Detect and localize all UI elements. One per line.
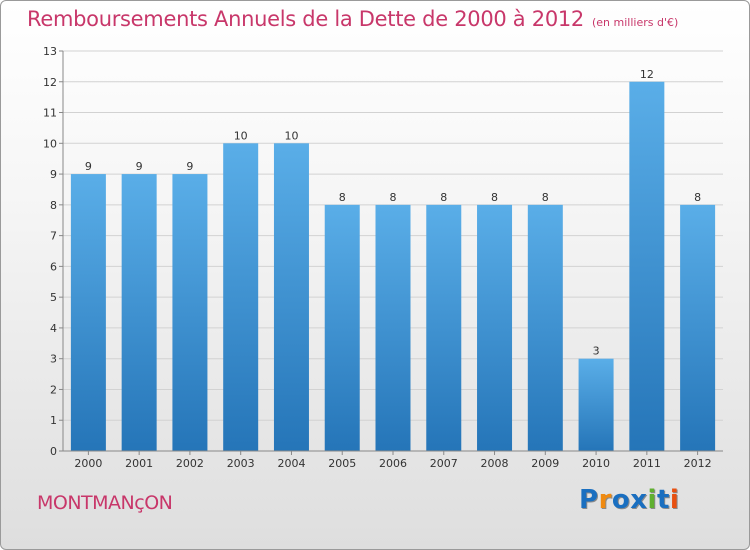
bar-2005 bbox=[324, 204, 360, 451]
y-tick-label: 7 bbox=[50, 230, 57, 243]
logo-letter: i bbox=[647, 485, 657, 515]
proxiti-logo: Proxiti bbox=[579, 485, 679, 515]
y-tick-label: 5 bbox=[50, 291, 57, 304]
logo-letter: o bbox=[611, 485, 631, 515]
data-label: 8 bbox=[491, 191, 498, 204]
x-tick-label: 2012 bbox=[684, 457, 712, 470]
logo-letter: t bbox=[656, 485, 670, 515]
chart-title: Remboursements Annuels de la Dette de 20… bbox=[27, 7, 678, 31]
x-tick-label: 2009 bbox=[531, 457, 559, 470]
data-label: 9 bbox=[186, 160, 193, 173]
logo-letter: P bbox=[579, 485, 599, 515]
x-tick-label: 2007 bbox=[430, 457, 458, 470]
y-tick-label: 9 bbox=[50, 168, 57, 181]
data-label: 8 bbox=[390, 191, 397, 204]
bar-2011 bbox=[629, 81, 665, 452]
x-tick-label: 2003 bbox=[227, 457, 255, 470]
data-label: 9 bbox=[85, 160, 92, 173]
bar-2000 bbox=[70, 174, 106, 452]
y-tick-label: 0 bbox=[50, 445, 57, 458]
y-tick-label: 8 bbox=[50, 199, 57, 212]
bar-2006 bbox=[375, 204, 411, 451]
data-label: 10 bbox=[284, 129, 298, 142]
bar-2002 bbox=[172, 174, 208, 452]
y-tick-label: 11 bbox=[43, 107, 57, 120]
bar-2008 bbox=[477, 204, 513, 451]
x-tick-label: 2000 bbox=[74, 457, 102, 470]
y-tick-label: 1 bbox=[50, 414, 57, 427]
data-label: 12 bbox=[640, 68, 654, 81]
data-label: 8 bbox=[440, 191, 447, 204]
y-tick-label: 6 bbox=[50, 260, 57, 273]
unit-label: (en milliers d'€) bbox=[592, 16, 679, 29]
bar-2004 bbox=[273, 143, 309, 452]
y-tick-label: 12 bbox=[43, 76, 57, 89]
bar-2003 bbox=[223, 143, 259, 452]
y-tick-label: 2 bbox=[50, 383, 57, 396]
bar-2001 bbox=[121, 174, 157, 452]
y-tick-label: 3 bbox=[50, 353, 57, 366]
x-tick-label: 2002 bbox=[176, 457, 204, 470]
x-tick-label: 2011 bbox=[633, 457, 661, 470]
x-tick-label: 2008 bbox=[481, 457, 509, 470]
data-label: 8 bbox=[339, 191, 346, 204]
data-label: 8 bbox=[694, 191, 701, 204]
bar-2009 bbox=[527, 204, 563, 451]
logo-letter: x bbox=[630, 485, 648, 515]
commune-name: MONTMANçON bbox=[37, 492, 173, 514]
bar-2012 bbox=[680, 204, 716, 451]
bar-2007 bbox=[426, 204, 462, 451]
x-tick-label: 2004 bbox=[277, 457, 305, 470]
x-tick-label: 2001 bbox=[125, 457, 153, 470]
data-label: 9 bbox=[136, 160, 143, 173]
x-tick-label: 2010 bbox=[582, 457, 610, 470]
x-tick-label: 2006 bbox=[379, 457, 407, 470]
y-tick-label: 10 bbox=[43, 137, 57, 150]
chart-title-text: Remboursements Annuels de la Dette de 20… bbox=[27, 7, 584, 31]
logo-letter: r bbox=[598, 485, 612, 515]
bars: 9 9 9 10 10 8 8 8 8 8 3 12 8 bbox=[70, 68, 716, 452]
data-label: 10 bbox=[234, 129, 248, 142]
logo-letter: i bbox=[669, 485, 680, 515]
data-label: 8 bbox=[542, 191, 549, 204]
x-tick-label: 2005 bbox=[328, 457, 356, 470]
bar-2010 bbox=[578, 358, 614, 451]
y-tick-label: 13 bbox=[43, 45, 57, 58]
y-tick-label: 4 bbox=[50, 322, 57, 335]
data-label: 3 bbox=[593, 345, 600, 358]
